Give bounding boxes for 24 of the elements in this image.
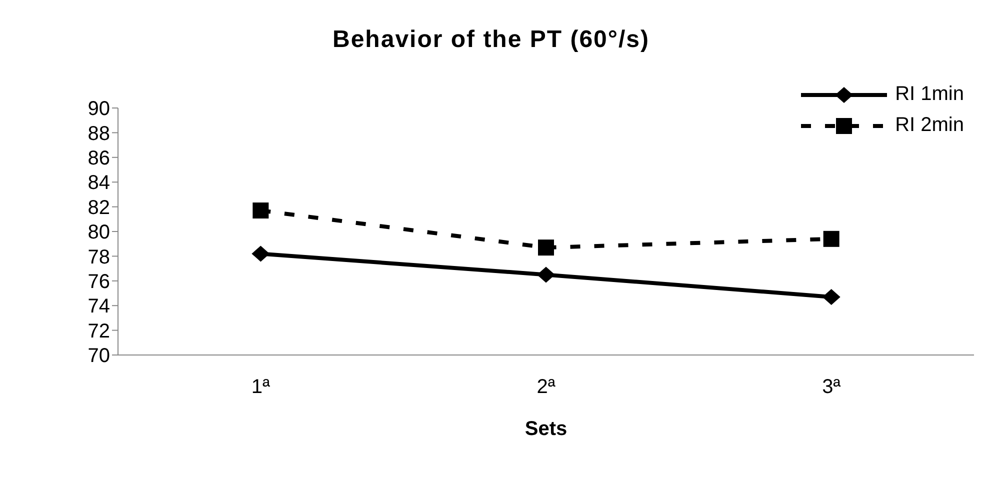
x-tick-label: 3ª (822, 376, 842, 398)
point (822, 288, 840, 305)
y-tick-label: 90 (88, 98, 110, 120)
x-tick-label: 2ª (536, 376, 556, 398)
y-tick-label: 86 (88, 148, 110, 170)
point (252, 246, 270, 262)
y-tick-label: 84 (88, 172, 110, 194)
x-axis-title: Sets (524, 418, 568, 440)
y-tick-label: 82 (88, 196, 110, 219)
point (252, 202, 269, 219)
y-tick-label: 70 (88, 345, 110, 368)
y-tick-label: 72 (88, 320, 110, 342)
y-tick-label: 78 (88, 246, 110, 268)
chart-title: Behavior of the PT (60°/s) (332, 26, 650, 54)
point (537, 266, 555, 283)
legend-label: RI 2min (895, 114, 964, 137)
y-tick-label: 74 (88, 296, 110, 318)
point (823, 230, 840, 247)
legend-label: RI 1min (895, 83, 964, 106)
point (538, 240, 554, 256)
x-tick-label: 1ª (251, 376, 271, 398)
y-tick-label: 80 (88, 222, 110, 244)
y-tick-label: 76 (88, 271, 110, 293)
y-tick-label: 88 (88, 122, 110, 145)
